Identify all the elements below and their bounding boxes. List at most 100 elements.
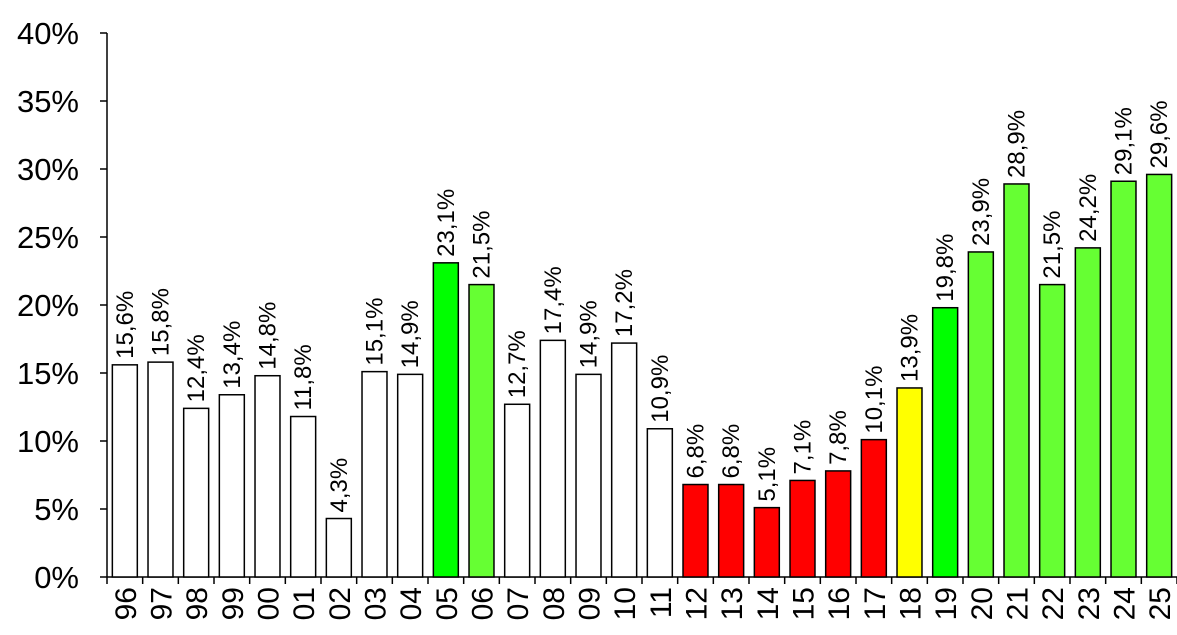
bar-value-label: 5,1% [754, 447, 781, 502]
bar-value-label: 29,1% [1111, 107, 1138, 175]
bar [753, 506, 781, 578]
bar [1110, 180, 1137, 578]
bar-value-label: 14,9% [576, 300, 603, 368]
bar-value-label: 12,4% [183, 334, 210, 402]
x-tick-label: 15 [788, 587, 821, 620]
x-tick-label: 01 [288, 587, 321, 620]
x-tick-label: 17 [859, 587, 892, 620]
y-tick-label: 30% [17, 152, 79, 187]
x-tick-label: 18 [895, 587, 928, 620]
x-tick-label: 24 [1109, 587, 1142, 620]
bar-value-label: 15,8% [148, 288, 175, 356]
bar [111, 364, 139, 578]
chart-bars [111, 173, 1173, 578]
x-tick-label: 07 [502, 587, 535, 620]
bar [717, 483, 745, 578]
bar-value-label: 14,8% [255, 302, 282, 370]
bar-value-label: 21,5% [1039, 211, 1066, 279]
x-tick-label: 25 [1144, 587, 1177, 620]
bar [254, 374, 281, 578]
x-tick-label: 22 [1037, 587, 1070, 620]
bar-value-label: 6,8% [683, 424, 710, 479]
y-tick-label: 10% [17, 424, 79, 459]
bar-value-label: 21,5% [469, 211, 496, 279]
bar [824, 470, 852, 578]
y-tick-label: 15% [17, 356, 79, 391]
bar [1003, 183, 1030, 578]
bar [289, 415, 317, 578]
bar-value-label: 15,6% [112, 291, 139, 359]
bar-value-label: 24,2% [1075, 174, 1102, 242]
bar [147, 361, 174, 578]
bar [682, 483, 709, 578]
y-tick-label: 0% [34, 560, 79, 595]
x-tick-label: 20 [966, 587, 999, 620]
x-tick-label: 14 [752, 587, 785, 620]
bar-value-label: 23,9% [968, 178, 995, 246]
y-tick-label: 5% [34, 492, 79, 527]
x-tick-label: 98 [181, 587, 214, 620]
bar-value-label: 10,1% [861, 366, 888, 434]
x-tick-label: 99 [217, 587, 250, 620]
bar-value-label: 17,2% [611, 269, 638, 337]
x-tick-label: 06 [467, 587, 500, 620]
bar [575, 373, 602, 578]
x-tick-label: 96 [110, 587, 143, 620]
bar [218, 394, 246, 578]
bar [646, 428, 674, 578]
x-tick-label: 04 [395, 587, 428, 620]
bar-value-label: 6,8% [718, 424, 745, 479]
bar-value-label: 11,8% [290, 344, 317, 410]
bar-value-label: 7,1% [790, 420, 817, 475]
x-tick-label: 21 [1002, 587, 1035, 620]
x-tick-label: 23 [1073, 587, 1106, 620]
chart-x-tick-labels: 96 97 98 99 00 01 02 03 04 05 06 07 08 09 10 11 12 13 14 15… [110, 587, 1177, 620]
x-tick-label: 19 [930, 587, 963, 620]
bar [361, 370, 388, 578]
bar-value-label: 17,4% [540, 266, 567, 334]
x-tick-label: 09 [574, 587, 607, 620]
bar-value-label: 15,1% [362, 298, 389, 366]
chart-value-labels: 15,6% 15,8% 12,4% 13,4% 14,8% 11,8% 4,3% 15,1% 1… [112, 100, 1173, 512]
bar [1038, 283, 1066, 578]
bar-value-label: 4,3% [326, 458, 353, 513]
bar-value-label: 19,8% [932, 234, 959, 302]
bar [432, 262, 460, 578]
y-tick-label: 40% [17, 16, 79, 51]
y-tick-label: 20% [17, 288, 79, 323]
bar [610, 342, 638, 578]
x-tick-label: 11 [645, 587, 678, 618]
bar [896, 387, 923, 578]
x-tick-label: 02 [324, 587, 357, 620]
bar-value-label: 29,6% [1146, 100, 1173, 168]
x-tick-label: 12 [681, 587, 714, 620]
bar-value-label: 13,4% [219, 321, 246, 389]
bar [539, 339, 567, 578]
bar [789, 479, 816, 578]
x-tick-label: 00 [253, 587, 286, 620]
x-tick-label: 97 [146, 587, 179, 620]
bar [468, 283, 495, 578]
bar-value-label: 12,7% [504, 330, 531, 398]
x-tick-label: 08 [538, 587, 571, 620]
bar [1074, 247, 1102, 578]
bar [503, 403, 531, 578]
bar [860, 438, 888, 578]
bar [182, 407, 210, 578]
x-tick-label: 05 [431, 587, 464, 620]
x-tick-label: 13 [716, 587, 749, 620]
bar-value-label: 10,9% [647, 355, 674, 423]
x-tick-label: 10 [609, 587, 642, 620]
bar-value-label: 7,8% [825, 410, 852, 465]
bar [967, 251, 995, 578]
y-tick-label: 25% [17, 220, 79, 255]
bar-value-label: 13,9% [897, 314, 924, 382]
bar [325, 517, 353, 578]
bar [1145, 173, 1173, 578]
bar [931, 306, 959, 578]
bar-value-label: 14,9% [397, 300, 424, 368]
bar [396, 373, 424, 578]
bar-value-label: 23,1% [433, 189, 460, 257]
